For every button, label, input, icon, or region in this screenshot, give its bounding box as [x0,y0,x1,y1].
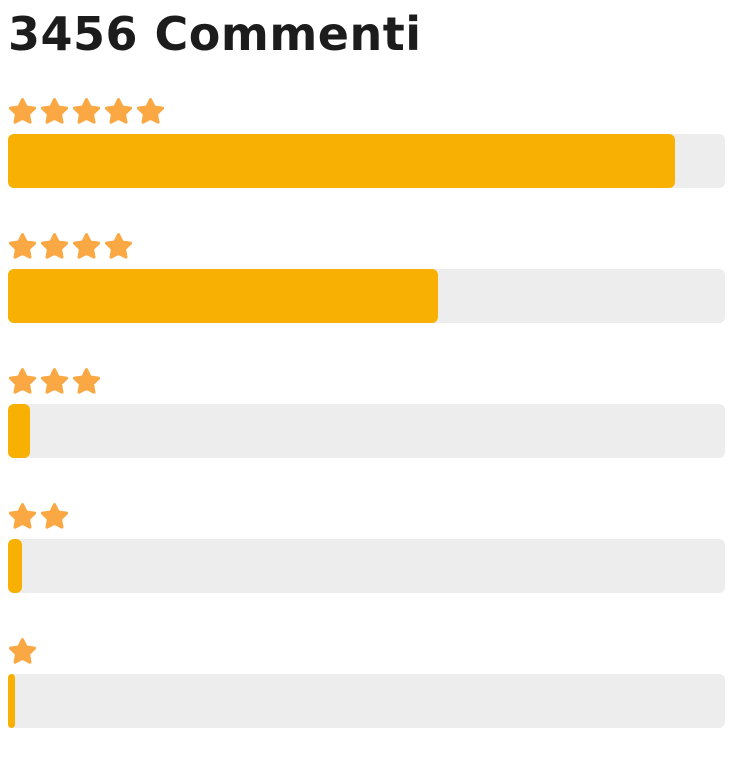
star-icon [40,502,69,529]
rating-bar-fill [8,269,439,324]
star-icon [8,637,37,664]
rating-row [8,501,725,594]
rating-bar-track [8,269,725,324]
star-rating [8,231,725,261]
star-rating [8,96,725,126]
star-icon [104,97,133,124]
star-icon [8,232,37,259]
rating-bar-fill [8,404,30,459]
star-rating [8,366,725,396]
star-rating [8,636,725,666]
star-icon [40,367,69,394]
rating-row [8,366,725,459]
star-icon [104,232,133,259]
star-icon [72,232,101,259]
star-icon [40,232,69,259]
star-icon [8,367,37,394]
page-title: 3456 Commenti [8,7,422,61]
star-icon [72,367,101,394]
rating-row [8,636,725,729]
star-icon [8,502,37,529]
rating-bar-track [8,134,725,189]
rating-bar-track [8,404,725,459]
star-icon [72,97,101,124]
star-rating [8,501,725,531]
star-icon [40,97,69,124]
star-icon [8,97,37,124]
rating-bar-fill [8,134,675,189]
rating-bar-fill [8,539,23,594]
rating-row [8,231,725,324]
rating-bar-track [8,539,725,594]
star-icon [136,97,165,124]
rating-bar-track [8,674,725,729]
rating-row [8,96,725,189]
rating-bar-fill [8,674,16,729]
ratings-list [8,96,725,729]
